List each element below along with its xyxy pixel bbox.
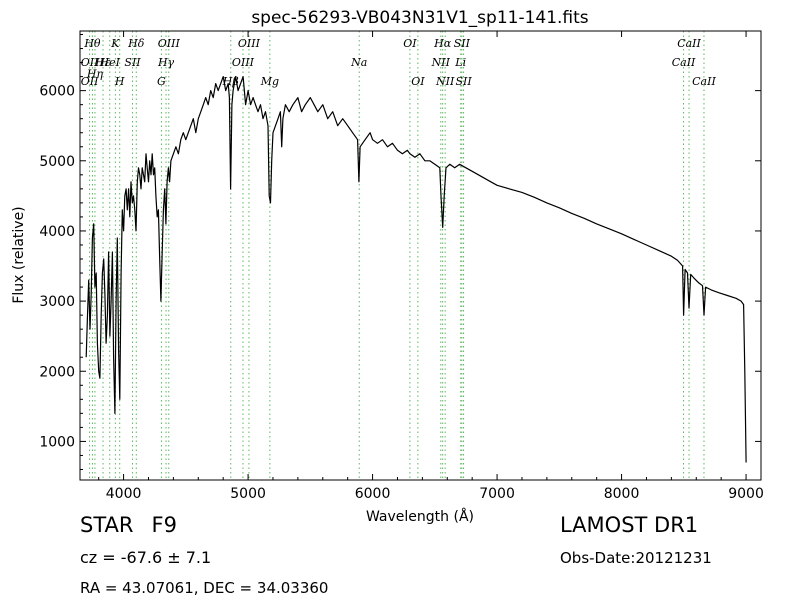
x-axis-ticks: 4000 5000 6000 7000 8000 9000 xyxy=(98,31,764,502)
spectrum-line xyxy=(85,76,747,463)
x-tick-label-2: 6000 xyxy=(355,486,391,502)
marker-label-16-0: Na xyxy=(350,56,367,69)
spectral-line-markers xyxy=(89,31,705,480)
marker-label-4-0: HeI xyxy=(99,56,121,69)
marker-label-23-0: SII xyxy=(454,37,471,50)
observation-date: Obs-Date:20121231 xyxy=(560,549,712,567)
marker-label-25-0: CaII xyxy=(672,56,696,69)
marker-label-0-1: OII xyxy=(81,75,99,88)
marker-label-2-0: Hη xyxy=(86,67,104,80)
subclass-label: F9 xyxy=(151,513,177,537)
marker-label-17-0: OI xyxy=(403,37,417,50)
class-label: STAR xyxy=(80,513,134,537)
y-tick-label-1: 2000 xyxy=(39,364,75,380)
marker-label-22-0: Li xyxy=(454,56,466,69)
object-class: STAR F9 xyxy=(80,513,177,537)
coordinates-readout: RA = 43.07061, DEC = 34.03360 xyxy=(80,579,329,597)
marker-label-13-0: OIII xyxy=(232,56,255,69)
y-axis-ticks: 1000 2000 3000 4000 5000 6000 xyxy=(39,34,761,470)
marker-label-26-0: CaII xyxy=(677,37,701,50)
marker-label-3-0: Hε xyxy=(94,56,111,69)
y-tick-label-4: 5000 xyxy=(39,154,75,170)
x-tick-label-0: 4000 xyxy=(106,486,142,502)
marker-label-1-0: Hθ xyxy=(83,37,101,50)
marker-label-6-0: H xyxy=(114,75,125,88)
marker-label-7-0: SII xyxy=(124,56,141,69)
marker-label-18-0: OI xyxy=(411,75,425,88)
y-tick-label-2: 3000 xyxy=(39,294,75,310)
marker-label-9-0: G xyxy=(157,75,166,88)
x-tick-label-1: 5000 xyxy=(230,486,266,502)
marker-label-27-0: CaII xyxy=(692,75,716,88)
marker-label-15-0: Mg xyxy=(260,75,279,88)
marker-label-8-0: Hδ xyxy=(127,37,145,50)
x-tick-label-3: 7000 xyxy=(479,486,515,502)
x-tick-label-5: 9000 xyxy=(728,486,764,502)
marker-label-11-0: OIII xyxy=(158,37,181,50)
plot-frame xyxy=(79,30,762,481)
marker-label-0-0: OII xyxy=(81,56,99,69)
x-tick-label-4: 8000 xyxy=(604,486,640,502)
y-tick-label-3: 4000 xyxy=(39,224,75,240)
marker-label-14-0: OIII xyxy=(238,37,261,50)
y-axis-label: Flux (relative) xyxy=(11,206,27,303)
marker-label-19-0: NII xyxy=(431,56,451,69)
spectral-line-labels: OIIOIIHθHηHεHeIKHSIIHδGHγOIIIHβOIIIOIIIM… xyxy=(81,37,717,88)
y-tick-label-0: 1000 xyxy=(39,434,75,450)
chart-title: spec-56293-VB043N31V1_sp11-141.fits xyxy=(251,8,588,28)
y-tick-label-5: 6000 xyxy=(39,84,75,100)
marker-label-20-0: Hα xyxy=(433,37,452,50)
marker-label-5-0: K xyxy=(110,37,120,50)
marker-label-21-0: NII xyxy=(435,75,455,88)
marker-label-24-0: SII xyxy=(455,75,472,88)
marker-label-10-0: Hγ xyxy=(157,56,175,69)
survey-name: LAMOST DR1 xyxy=(560,513,699,537)
x-axis-label: Wavelength (Å) xyxy=(366,508,474,525)
redshift-readout: cz = -67.6 ± 7.1 xyxy=(80,548,212,567)
